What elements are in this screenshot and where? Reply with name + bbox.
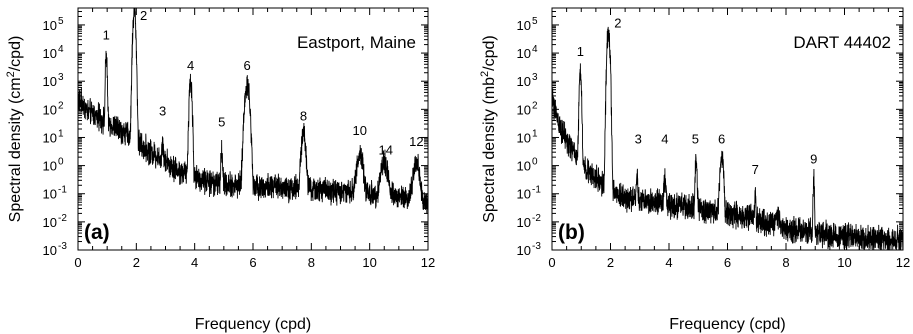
panel-b-y-axis-label-suffix: /cpd) (481, 35, 498, 71)
panel-b-x-tick-label: 6 (724, 255, 731, 270)
panel-a-y-tick-label-exponent: 3 (58, 72, 64, 83)
panel-a-y-tick-label-exponent: -2 (58, 213, 67, 224)
panel-a-y-tick-label: 10 (43, 187, 57, 202)
panel-a-x-tick-label: 4 (191, 255, 198, 270)
panel-a-y-tick-label-exponent: 5 (58, 16, 64, 27)
panel-b-peak-label: 2 (614, 16, 621, 31)
panel-a-y-axis-label-superscript: 2 (5, 71, 17, 77)
panel-b-peak-label: 9 (810, 151, 817, 166)
panel-a-y-tick-label: 10 (43, 46, 57, 61)
panel-a-peak-label: 5 (218, 114, 225, 129)
panel-b-x-tick-label: 0 (548, 255, 555, 270)
panel-b-y-tick-label: 10 (517, 159, 531, 174)
panel-a-peak-label: 14 (378, 142, 392, 157)
panel-a-x-tick-label: 0 (74, 255, 81, 270)
panel-b-peak-label: 1 (577, 44, 584, 59)
panel-b-y-tick-label-exponent: 1 (532, 128, 538, 139)
panel-b-peak-label: 6 (718, 132, 725, 147)
panel-a-y-tick-label: 10 (43, 102, 57, 117)
panel-b-y-tick-label: 10 (517, 18, 531, 33)
panel-b-station-label: DART 44402 (793, 33, 891, 52)
panel-b-y-tick-label-exponent: 5 (532, 16, 538, 27)
panel-b-spectrum-line (551, 26, 904, 251)
panel-b-peak-label: 7 (752, 162, 759, 177)
panel-a-x-tick-label: 12 (421, 255, 435, 270)
panel-b-x-tick-label: 4 (665, 255, 672, 270)
panel-a-station-label: Eastport, Maine (297, 33, 416, 52)
panel-a-peak-label: 3 (159, 104, 166, 119)
panel-b-y-axis-label-superscript: 2 (479, 71, 491, 77)
panel-a-peak-label: 1 (103, 28, 110, 43)
panel-a-peak-label: 6 (244, 58, 251, 73)
panel-b-y-tick-label-exponent: -2 (532, 213, 541, 224)
panel-a-y-tick-label: 10 (43, 243, 57, 258)
panel-a-y-tick-label: 10 (43, 159, 57, 174)
panel-a-y-axis-label-suffix: /cpd) (7, 36, 24, 72)
panel-b-y-tick-label: 10 (517, 46, 531, 61)
panel-b-y-tick-label: 10 (517, 243, 531, 258)
panel-a-y-tick-label: 10 (43, 215, 57, 230)
panel-a-y-tick-label-exponent: 2 (58, 100, 64, 111)
panel-a-y-tick-label-exponent: -3 (58, 241, 67, 252)
panel-b-y-tick-label-exponent: 3 (532, 72, 538, 83)
panel-a-y-tick-label: 10 (43, 74, 57, 89)
panel-a-letter: (a) (84, 221, 110, 244)
panel-a-x-tick-label: 6 (249, 255, 256, 270)
panel-b-x-tick-label: 2 (607, 255, 614, 270)
panel-b-y-tick-label-exponent: 0 (532, 157, 538, 168)
panel-b-y-tick-label-exponent: -1 (532, 185, 541, 196)
panel-a-peak-label: 2 (140, 8, 147, 23)
panel-b-y-tick-label-exponent: 2 (532, 100, 538, 111)
panel-a-y-axis-label: Spectral density (cm2/cpd) (5, 36, 24, 223)
panel-b-y-tick-label-exponent: 4 (532, 44, 538, 55)
panel-a-y-tick-label-exponent: 0 (58, 157, 64, 168)
panel-b-y-tick-label: 10 (517, 74, 531, 89)
panel-b-y-tick-label: 10 (517, 187, 531, 202)
panel-a-y-tick-label-exponent: 4 (58, 44, 64, 55)
panel-a-y-tick-label-exponent: 1 (58, 128, 64, 139)
panel-a-x-tick-label: 8 (308, 255, 315, 270)
panel-a-peak-label: 12 (409, 134, 423, 149)
panel-a-y-tick-label-exponent: -1 (58, 185, 67, 196)
panel-a-peak-label: 4 (187, 58, 194, 73)
panel-b-y-tick-label: 10 (517, 102, 531, 117)
panel-a-peak-label: 10 (353, 123, 367, 138)
panel-b-peak-label: 5 (692, 132, 699, 147)
panel-a-y-tick-label: 10 (43, 130, 57, 145)
panel-b-y-tick-label-exponent: -3 (532, 241, 541, 252)
panel-b-x-axis-label: Frequency (cpd) (669, 316, 786, 333)
panel-b-peak-label: 4 (661, 132, 668, 147)
panel-b-x-tick-label: 10 (837, 255, 851, 270)
panel-b-y-tick-label: 10 (517, 130, 531, 145)
panel-b-y-tick-label: 10 (517, 215, 531, 230)
panel-a-y-axis-label-prefix: Spectral density (cm (7, 77, 24, 222)
panel-a-y-tick-label: 10 (43, 18, 57, 33)
panel-b-peak-label: 3 (635, 132, 642, 147)
panel-a-spectrum-line (77, 7, 429, 214)
panel-b-letter: (b) (558, 221, 585, 244)
panel-a-peak-label: 8 (300, 109, 307, 124)
panel-b-y-axis-label-prefix: Spectral density (mb (481, 77, 498, 223)
panel-b-x-tick-label: 8 (782, 255, 789, 270)
panel-a-x-tick-label: 2 (133, 255, 140, 270)
panel-b-x-tick-label: 12 (896, 255, 910, 270)
panel-a-x-tick-label: 10 (362, 255, 376, 270)
panel-a-x-axis-label: Frequency (cpd) (195, 316, 312, 333)
panel-b-y-axis-label: Spectral density (mb2/cpd) (479, 35, 498, 223)
